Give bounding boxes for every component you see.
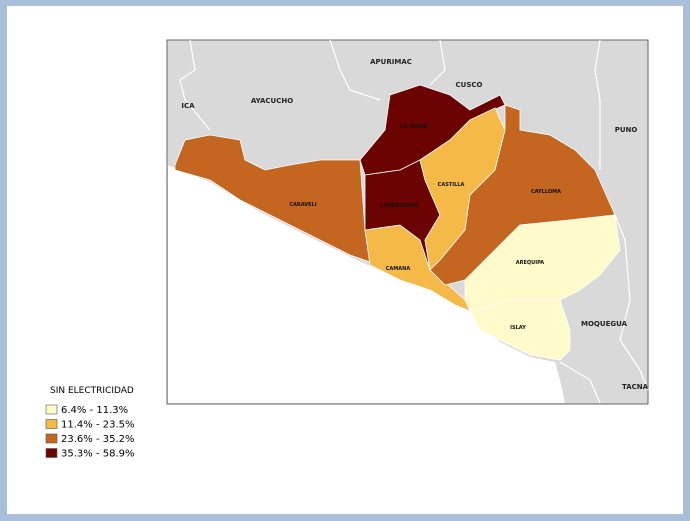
province-label: CARAVELI <box>289 202 316 208</box>
province <box>469 299 571 361</box>
province-label: AREQUIPA <box>516 260 545 266</box>
neighbor-label: APURIMAC <box>370 58 412 66</box>
legend-swatch <box>45 448 58 458</box>
province-label: CASTILLA <box>438 182 465 188</box>
legend: SIN ELECTRICIDAD 6.4% - 11.3% 11.4% - 23.… <box>45 386 135 460</box>
legend-swatch <box>45 433 58 444</box>
map: ICA AYACUCHO APURIMAC CUSCO PUNO MOQUEGU… <box>166 39 649 405</box>
legend-label: 6.4% - 11.3% <box>61 405 128 416</box>
legend-label: 23.6% - 35.2% <box>61 434 135 445</box>
province-label: LA UNION <box>400 124 427 130</box>
legend-swatch <box>45 404 58 415</box>
province-label: CAYLLOMA <box>531 189 561 195</box>
legend-label: 11.4% - 23.5% <box>61 420 135 431</box>
legend-label: 35.3% - 58.9% <box>61 449 135 460</box>
neighbor-label: AYACUCHO <box>251 97 293 105</box>
province-label: ISLAY <box>510 325 526 331</box>
province-label: CAMANA <box>386 266 411 272</box>
neighbor-label: MOQUEGUA <box>581 320 628 328</box>
neighbor-label: PUNO <box>615 126 638 134</box>
province-label: CONDESUYOS <box>380 203 419 209</box>
legend-title: SIN ELECTRICIDAD <box>50 386 134 396</box>
neighbor-label: ICA <box>181 102 195 110</box>
sea <box>167 165 565 403</box>
neighbor-label: TACNA <box>622 383 649 391</box>
neighbor-label: CUSCO <box>456 81 483 89</box>
neighbor-borders <box>179 39 649 404</box>
legend-swatch <box>45 419 58 429</box>
